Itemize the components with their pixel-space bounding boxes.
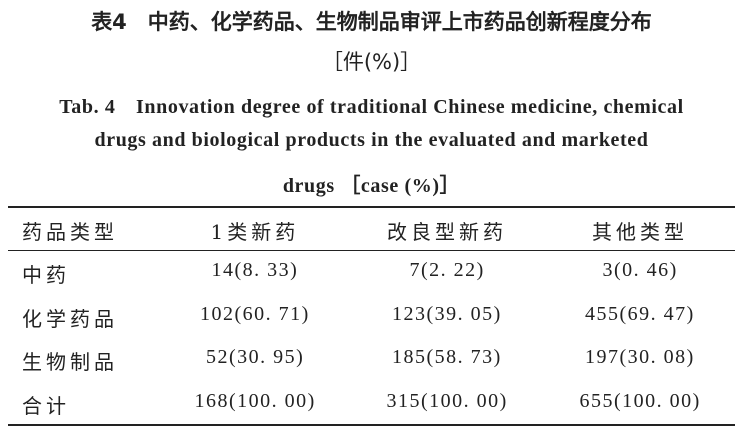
table-cell: 7(2. 22): [409, 259, 485, 281]
table-cell: 197(30. 08): [585, 346, 695, 368]
table-cell: 168(100. 00): [194, 389, 316, 412]
table-cell: 123(39. 05): [392, 302, 502, 325]
table-cell: 化学药品: [22, 306, 118, 331]
table-cell: 其他类型: [592, 220, 688, 244]
table-cell: 生物制品: [22, 350, 118, 374]
title-en: drugs ［case (%)］: [282, 175, 461, 197]
title-en: drugs and biological products in the eva…: [94, 129, 649, 151]
table-cell: 185(58. 73): [392, 346, 502, 368]
table-cell: 3(0. 46): [602, 259, 678, 281]
table-cell: 药品类型: [22, 220, 118, 244]
table-cell: 中药: [22, 263, 70, 287]
header-rule: [8, 250, 735, 251]
table-cell: 52(30. 95): [206, 346, 305, 368]
table-cell: 1类新药: [210, 220, 300, 244]
top-rule: [8, 206, 735, 208]
table-cell: 合计: [22, 393, 70, 418]
table-cell: 315(100. 00): [386, 389, 508, 412]
table-cell: 14(8. 33): [211, 259, 299, 281]
table-cell: 655(100. 00): [579, 389, 701, 412]
title-cn: 表4 中药、化学药品、生物制品审评上市药品创新程度分布: [91, 10, 652, 34]
bottom-rule: [8, 424, 735, 426]
title-en: Tab. 4 Innovation degree of traditional …: [59, 96, 684, 118]
table-cell: 102(60. 71): [200, 302, 310, 325]
title-cn-unit: ［件(%)］: [321, 50, 422, 74]
table-cell: 455(69. 47): [585, 302, 695, 325]
table-cell: 改良型新药: [387, 220, 507, 244]
